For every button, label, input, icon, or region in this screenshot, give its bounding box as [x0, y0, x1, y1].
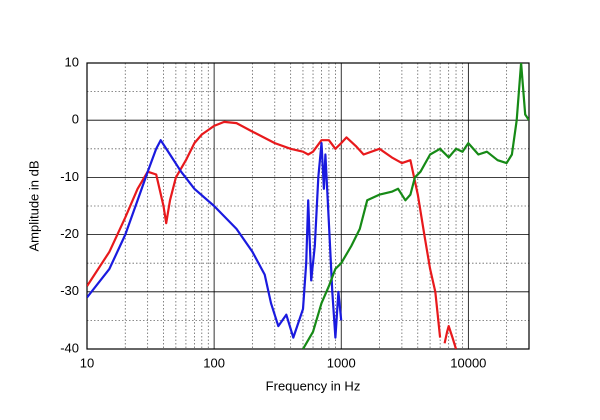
plot-frame	[86, 62, 530, 350]
y-tick-label: -30	[60, 283, 79, 298]
x-tick-label: 10	[80, 355, 94, 370]
series-line	[87, 139, 343, 339]
x-tick-label: 10000	[450, 355, 486, 370]
y-tick-label: -40	[60, 340, 79, 355]
x-tick-label: 100	[203, 355, 225, 370]
series-line	[302, 63, 529, 349]
x-axis-label: Frequency in Hz	[266, 378, 361, 393]
series-line	[87, 120, 458, 349]
x-tick-label: 1000	[327, 355, 356, 370]
y-tick-label: 0	[72, 112, 79, 127]
y-axis-label: Amplitude in dB	[26, 160, 41, 251]
y-tick-label: -10	[60, 169, 79, 184]
y-tick-label: 10	[65, 54, 79, 69]
y-tick-label: -20	[60, 226, 79, 241]
